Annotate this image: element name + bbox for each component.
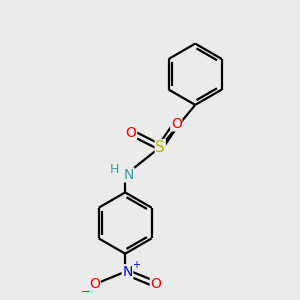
Text: O: O [171, 117, 182, 131]
Text: N: N [122, 265, 133, 279]
Text: H: H [110, 163, 119, 176]
Text: O: O [150, 277, 161, 291]
Text: S: S [155, 140, 165, 155]
Text: N: N [124, 168, 134, 182]
Text: O: O [89, 277, 100, 291]
Text: −: − [81, 286, 91, 297]
Text: O: O [126, 126, 136, 140]
Text: +: + [132, 260, 140, 270]
